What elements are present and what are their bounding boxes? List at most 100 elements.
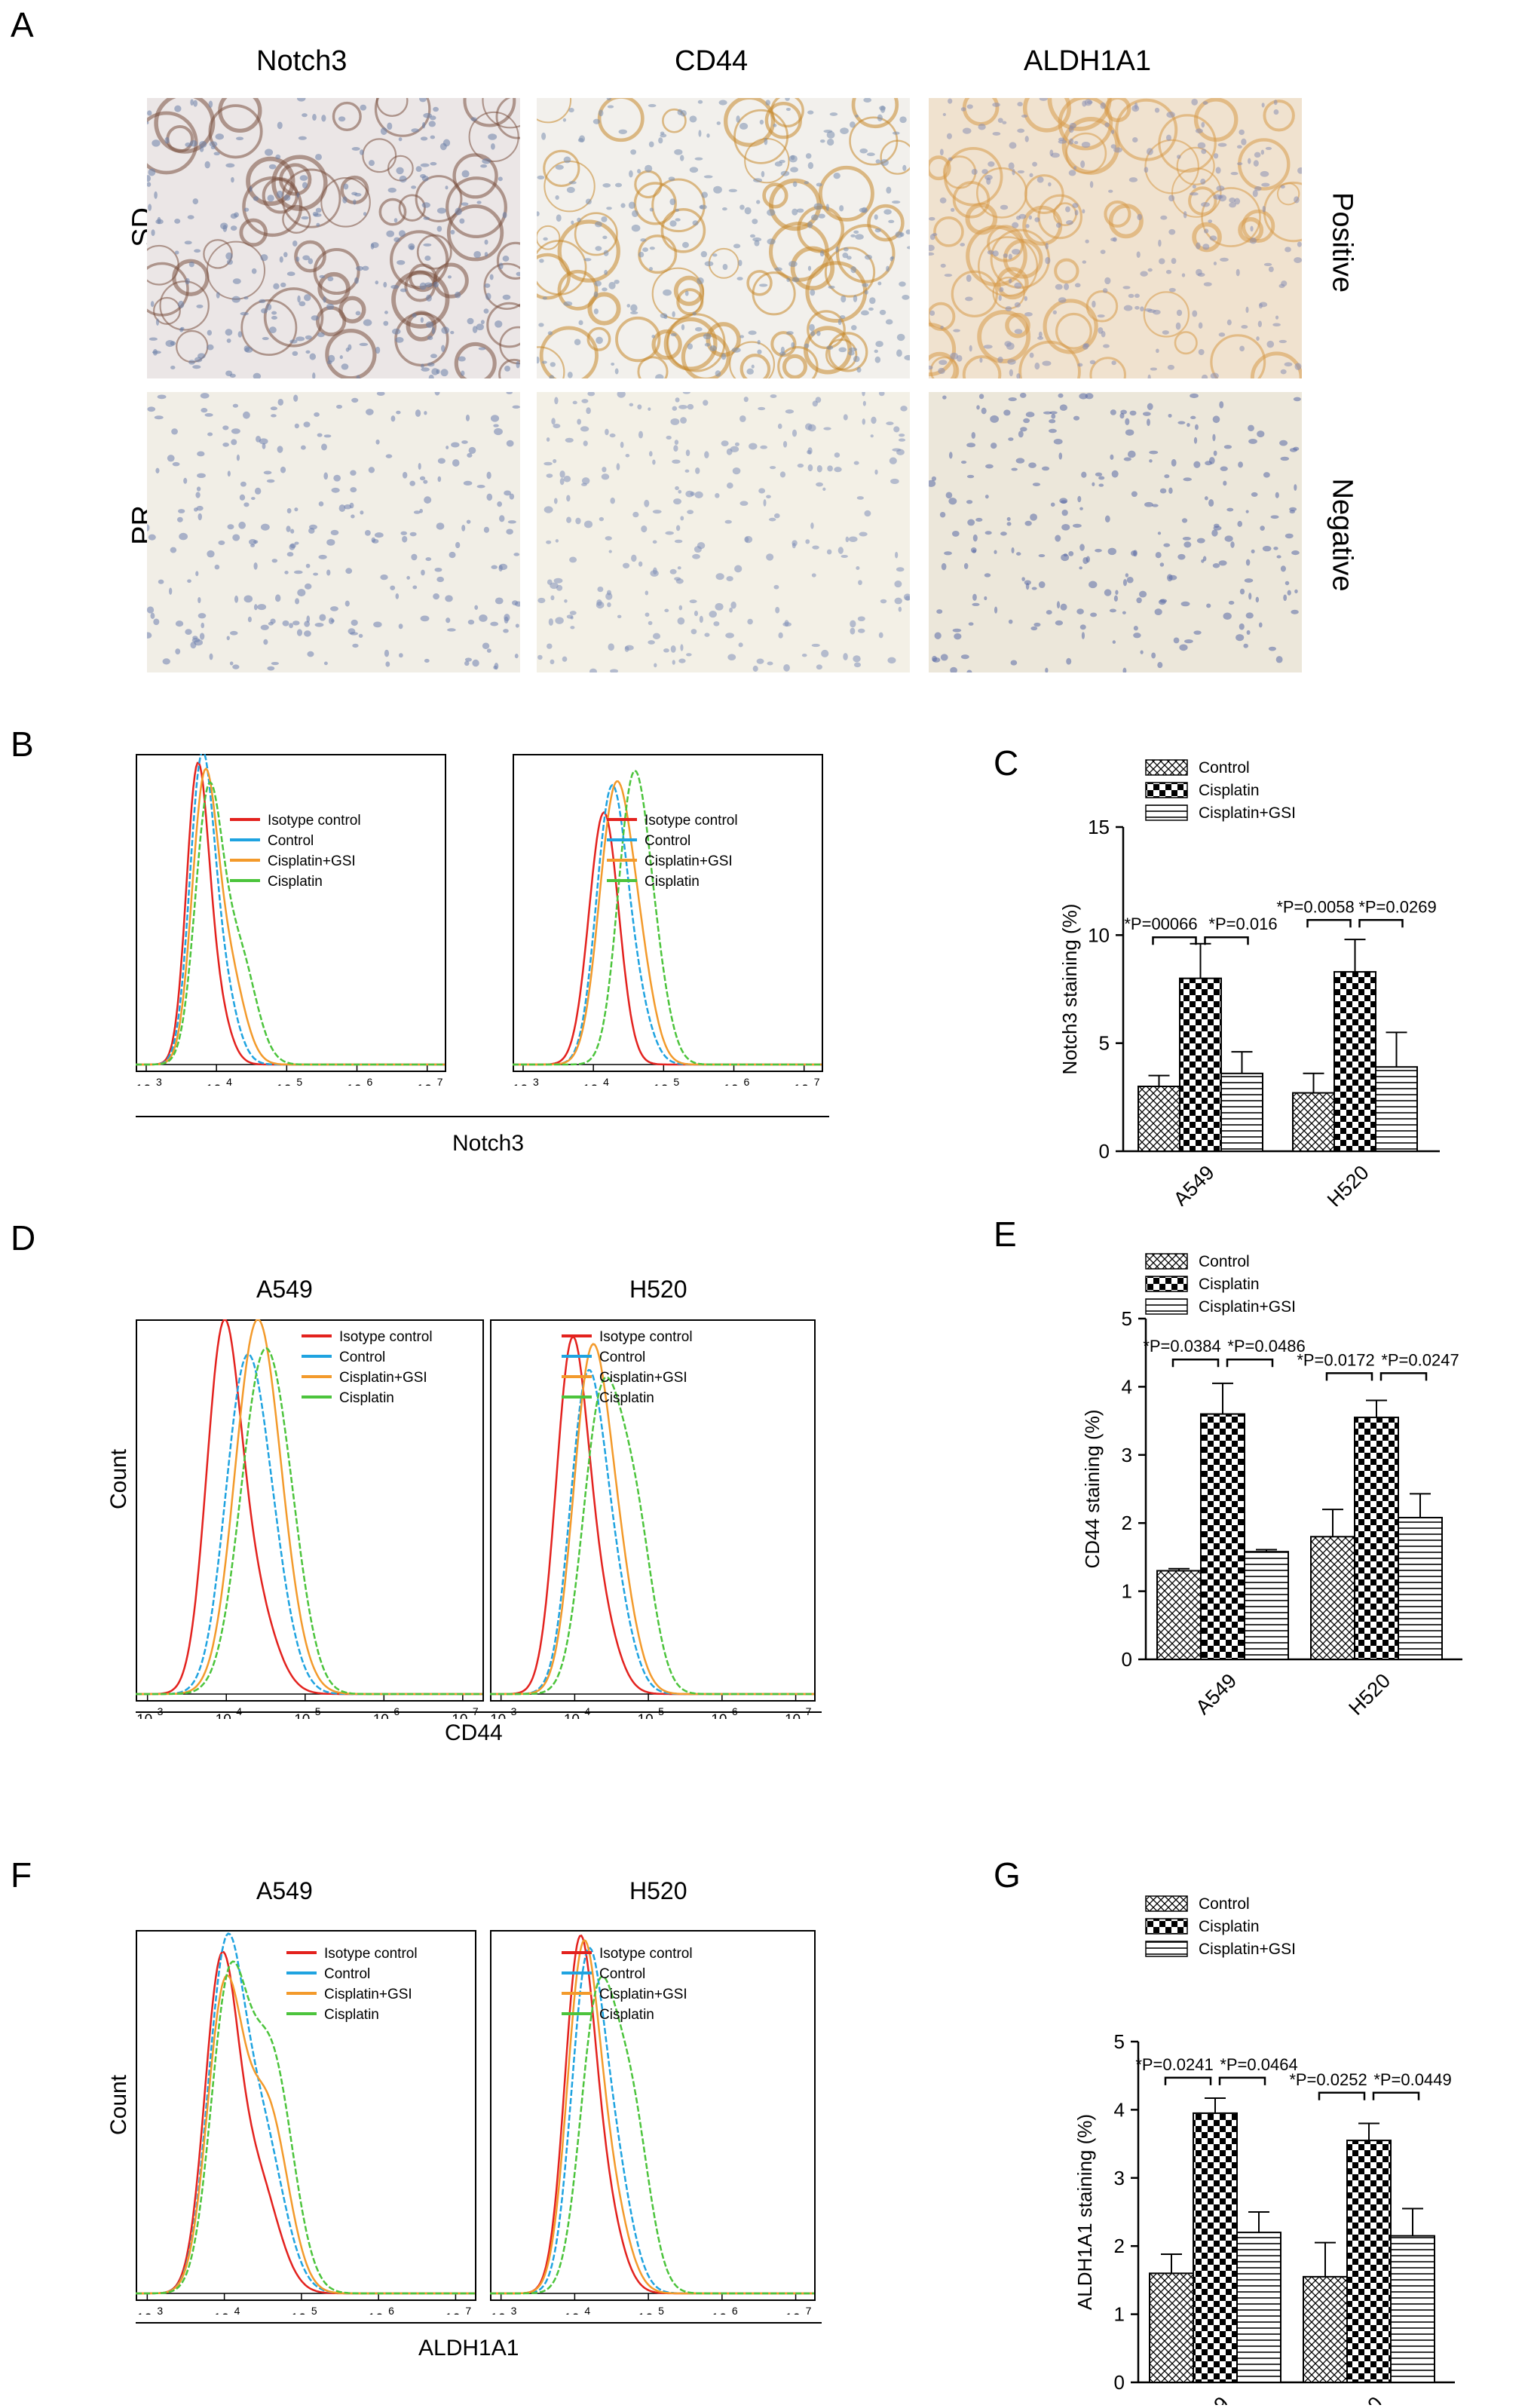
- stained-membrane: [557, 269, 599, 311]
- cell-nucleus: [195, 492, 201, 498]
- cell-nucleus: [898, 438, 906, 442]
- cell-nucleus: [1024, 580, 1031, 586]
- cell-nucleus: [632, 210, 638, 218]
- cell-nucleus: [834, 452, 841, 458]
- cell-nucleus: [537, 211, 540, 216]
- legend-label: Isotype control: [339, 1329, 433, 1345]
- cell-nucleus: [1074, 210, 1079, 216]
- significance-bracket: [1171, 1358, 1220, 1368]
- cell-nucleus: [984, 596, 987, 601]
- cell-nucleus: [461, 170, 470, 178]
- cell-nucleus: [476, 323, 485, 331]
- cell-nucleus: [354, 192, 362, 197]
- cell-nucleus: [796, 208, 804, 213]
- cell-nucleus: [809, 323, 815, 332]
- cell-nucleus: [566, 186, 575, 194]
- cell-nucleus: [191, 638, 201, 643]
- y-tick-label: 0: [1122, 1648, 1132, 1671]
- cell-nucleus: [1236, 145, 1242, 149]
- cell-nucleus: [687, 343, 694, 350]
- cell-nucleus: [663, 648, 669, 653]
- cell-nucleus: [150, 612, 155, 619]
- panel-letter-a: A: [11, 5, 34, 44]
- cell-nucleus: [1089, 581, 1098, 589]
- y-tick-label: 5: [1099, 1032, 1110, 1055]
- cell-nucleus: [703, 175, 713, 179]
- cell-nucleus: [158, 579, 164, 584]
- cell-nucleus: [1092, 300, 1096, 308]
- cell-nucleus: [190, 99, 194, 106]
- cell-nucleus: [396, 167, 404, 175]
- cell-nucleus: [565, 437, 574, 443]
- cell-nucleus: [488, 133, 498, 140]
- cell-nucleus: [385, 661, 390, 667]
- cell-nucleus: [312, 114, 317, 121]
- y-tick-label: 4: [1114, 2098, 1125, 2121]
- cell-nucleus: [654, 663, 657, 668]
- cell-nucleus: [1154, 608, 1162, 615]
- stained-membrane: [660, 207, 706, 253]
- cell-nucleus: [197, 596, 201, 604]
- cell-nucleus: [550, 582, 559, 590]
- cell-nucleus: [556, 214, 562, 222]
- p-value-annotation: *P=0.0058: [1276, 897, 1354, 916]
- cell-nucleus: [1140, 306, 1144, 312]
- stained-membrane: [147, 262, 189, 317]
- cell-nucleus: [1073, 166, 1077, 170]
- cell-nucleus: [744, 207, 752, 215]
- cell-nucleus: [859, 532, 868, 537]
- cell-nucleus: [506, 440, 514, 447]
- cell-nucleus: [812, 545, 819, 550]
- cell-nucleus: [760, 445, 768, 449]
- cell-nucleus: [602, 235, 608, 240]
- cell-nucleus: [896, 349, 902, 357]
- cell-nucleus: [1085, 556, 1090, 563]
- cell-nucleus: [207, 329, 213, 336]
- cell-nucleus: [962, 127, 972, 134]
- cell-nucleus: [315, 154, 322, 161]
- cell-nucleus: [319, 614, 326, 621]
- stained-membrane: [1055, 312, 1092, 350]
- cell-nucleus: [1058, 452, 1063, 460]
- cell-nucleus: [1236, 268, 1240, 277]
- cell-nucleus: [297, 589, 306, 597]
- cell-nucleus: [363, 319, 372, 326]
- cell-nucleus: [366, 409, 374, 415]
- cell-nucleus: [433, 281, 439, 288]
- cell-nucleus: [353, 199, 357, 205]
- cell-nucleus: [554, 397, 559, 405]
- flow-histogram-d-h520: 103104105106107Isotype controlControlCis…: [490, 1319, 816, 1719]
- cell-nucleus: [670, 332, 677, 337]
- cell-nucleus: [148, 534, 156, 541]
- stained-membrane: [154, 98, 216, 154]
- cell-nucleus: [948, 98, 953, 104]
- panel-letter-g: G: [994, 1855, 1021, 1895]
- cell-nucleus: [470, 117, 477, 121]
- cell-nucleus: [835, 246, 839, 253]
- cell-nucleus: [840, 127, 849, 134]
- cell-nucleus: [1192, 185, 1196, 189]
- x-tick-label: 10: [136, 1712, 152, 1719]
- cell-nucleus: [827, 138, 834, 146]
- cell-nucleus: [1248, 439, 1257, 444]
- cell-nucleus: [605, 536, 612, 541]
- cell-nucleus: [360, 104, 367, 111]
- cell-nucleus: [333, 474, 341, 482]
- x-tick-exponent: 4: [226, 1076, 232, 1086]
- cell-nucleus: [748, 330, 757, 335]
- cell-nucleus: [609, 433, 616, 438]
- cell-nucleus: [1256, 336, 1260, 341]
- cell-nucleus: [1255, 596, 1260, 603]
- cell-nucleus: [220, 222, 228, 230]
- bar-control-a549: [1138, 1086, 1180, 1152]
- cell-nucleus: [1056, 601, 1061, 609]
- cell-nucleus: [1140, 650, 1144, 654]
- cell-nucleus: [807, 110, 814, 115]
- stained-membrane: [391, 270, 450, 329]
- cell-nucleus: [1196, 242, 1201, 250]
- cell-nucleus: [537, 597, 546, 604]
- stained-membrane: [482, 98, 520, 129]
- cell-nucleus: [1291, 609, 1299, 614]
- cell-nucleus: [805, 153, 812, 159]
- cell-nucleus: [199, 633, 205, 640]
